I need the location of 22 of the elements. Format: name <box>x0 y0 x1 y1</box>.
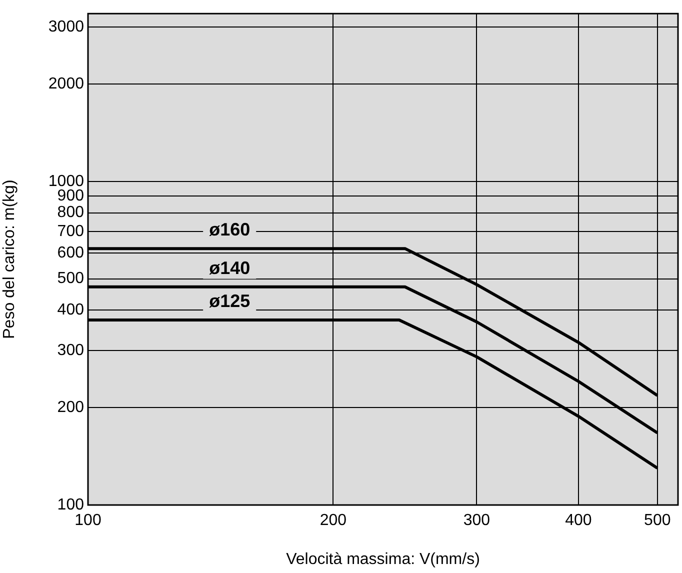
x-tick-label: 200 <box>320 512 347 530</box>
x-tick-label: 500 <box>644 512 671 530</box>
x-tick-label: 300 <box>463 512 490 530</box>
y-tick-label: 400 <box>57 302 84 319</box>
y-tick-label: 500 <box>57 270 84 288</box>
y-axis-title: Peso del carico: m(kg) <box>1 180 18 339</box>
y-tick-label: 800 <box>57 204 84 222</box>
series-label: ø160 <box>209 220 250 240</box>
y-tick-label: 1000 <box>48 172 84 190</box>
x-axis-title: Velocità massima: V(mm/s) <box>286 550 480 568</box>
x-tick-label: 100 <box>74 512 102 530</box>
y-tick-label: 900 <box>57 188 84 205</box>
y-tick-label: 100 <box>57 496 84 514</box>
y-tick-label: 3000 <box>48 18 84 36</box>
series-label: ø125 <box>209 290 250 311</box>
y-tick-label: 700 <box>57 222 84 240</box>
series-label: ø140 <box>209 258 250 278</box>
y-tick-label: 200 <box>57 398 84 416</box>
y-tick-label: 2000 <box>48 75 84 92</box>
y-tick-label: 600 <box>57 244 84 262</box>
y-tick-label: 300 <box>57 342 84 360</box>
x-tick-label: 400 <box>565 512 592 530</box>
